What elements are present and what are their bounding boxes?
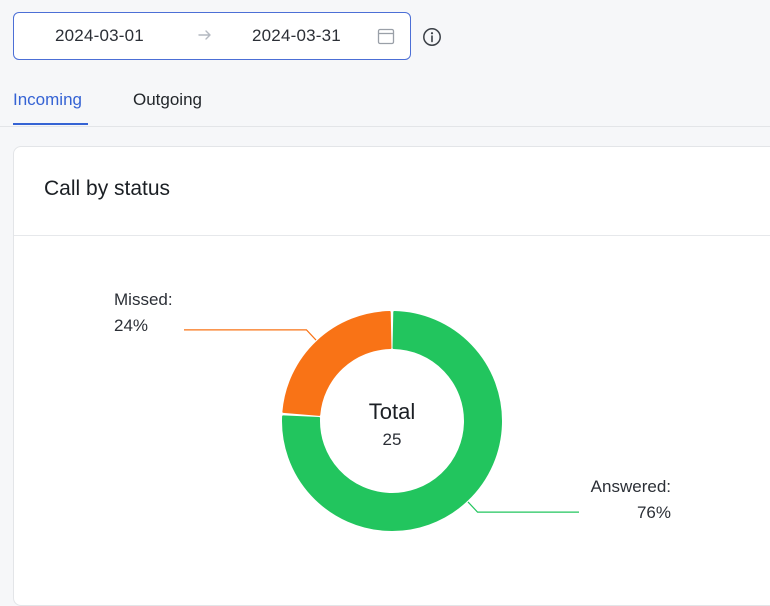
slice-percent-answered: 76% <box>637 503 671 522</box>
donut-center-title: Total <box>369 399 415 424</box>
end-date-input[interactable]: 2024-03-31 <box>252 26 341 45</box>
leader-line-missed <box>184 329 317 341</box>
tab-incoming[interactable]: Incoming <box>13 90 82 109</box>
slice-missed[interactable] <box>282 311 392 416</box>
active-tab-indicator <box>13 123 88 125</box>
leader-line-answered <box>467 501 579 513</box>
date-range-picker[interactable]: 2024-03-01 2024-03-31 <box>13 12 411 60</box>
start-date-input[interactable]: 2024-03-01 <box>55 26 144 45</box>
donut-center-value: 25 <box>383 430 402 449</box>
donut-chart: Missed: 24% Answered: 76% Total 25 <box>114 290 671 531</box>
slice-label-answered: Answered: <box>591 477 671 496</box>
tab-bar: Incoming Outgoing <box>0 80 770 127</box>
arrow-right-icon <box>197 27 213 48</box>
card-title: Call by status <box>44 177 171 200</box>
tab-outgoing[interactable]: Outgoing <box>133 90 202 109</box>
slice-label-missed: Missed: <box>114 290 173 309</box>
slice-answered[interactable] <box>282 311 502 531</box>
call-status-card: Call by status Missed: 24% Answered: 76% Tot… <box>13 146 770 606</box>
slice-percent-missed: 24% <box>114 316 148 335</box>
card-header: Call by status <box>14 147 770 236</box>
calendar-icon[interactable] <box>377 27 395 50</box>
info-icon[interactable] <box>422 27 442 52</box>
